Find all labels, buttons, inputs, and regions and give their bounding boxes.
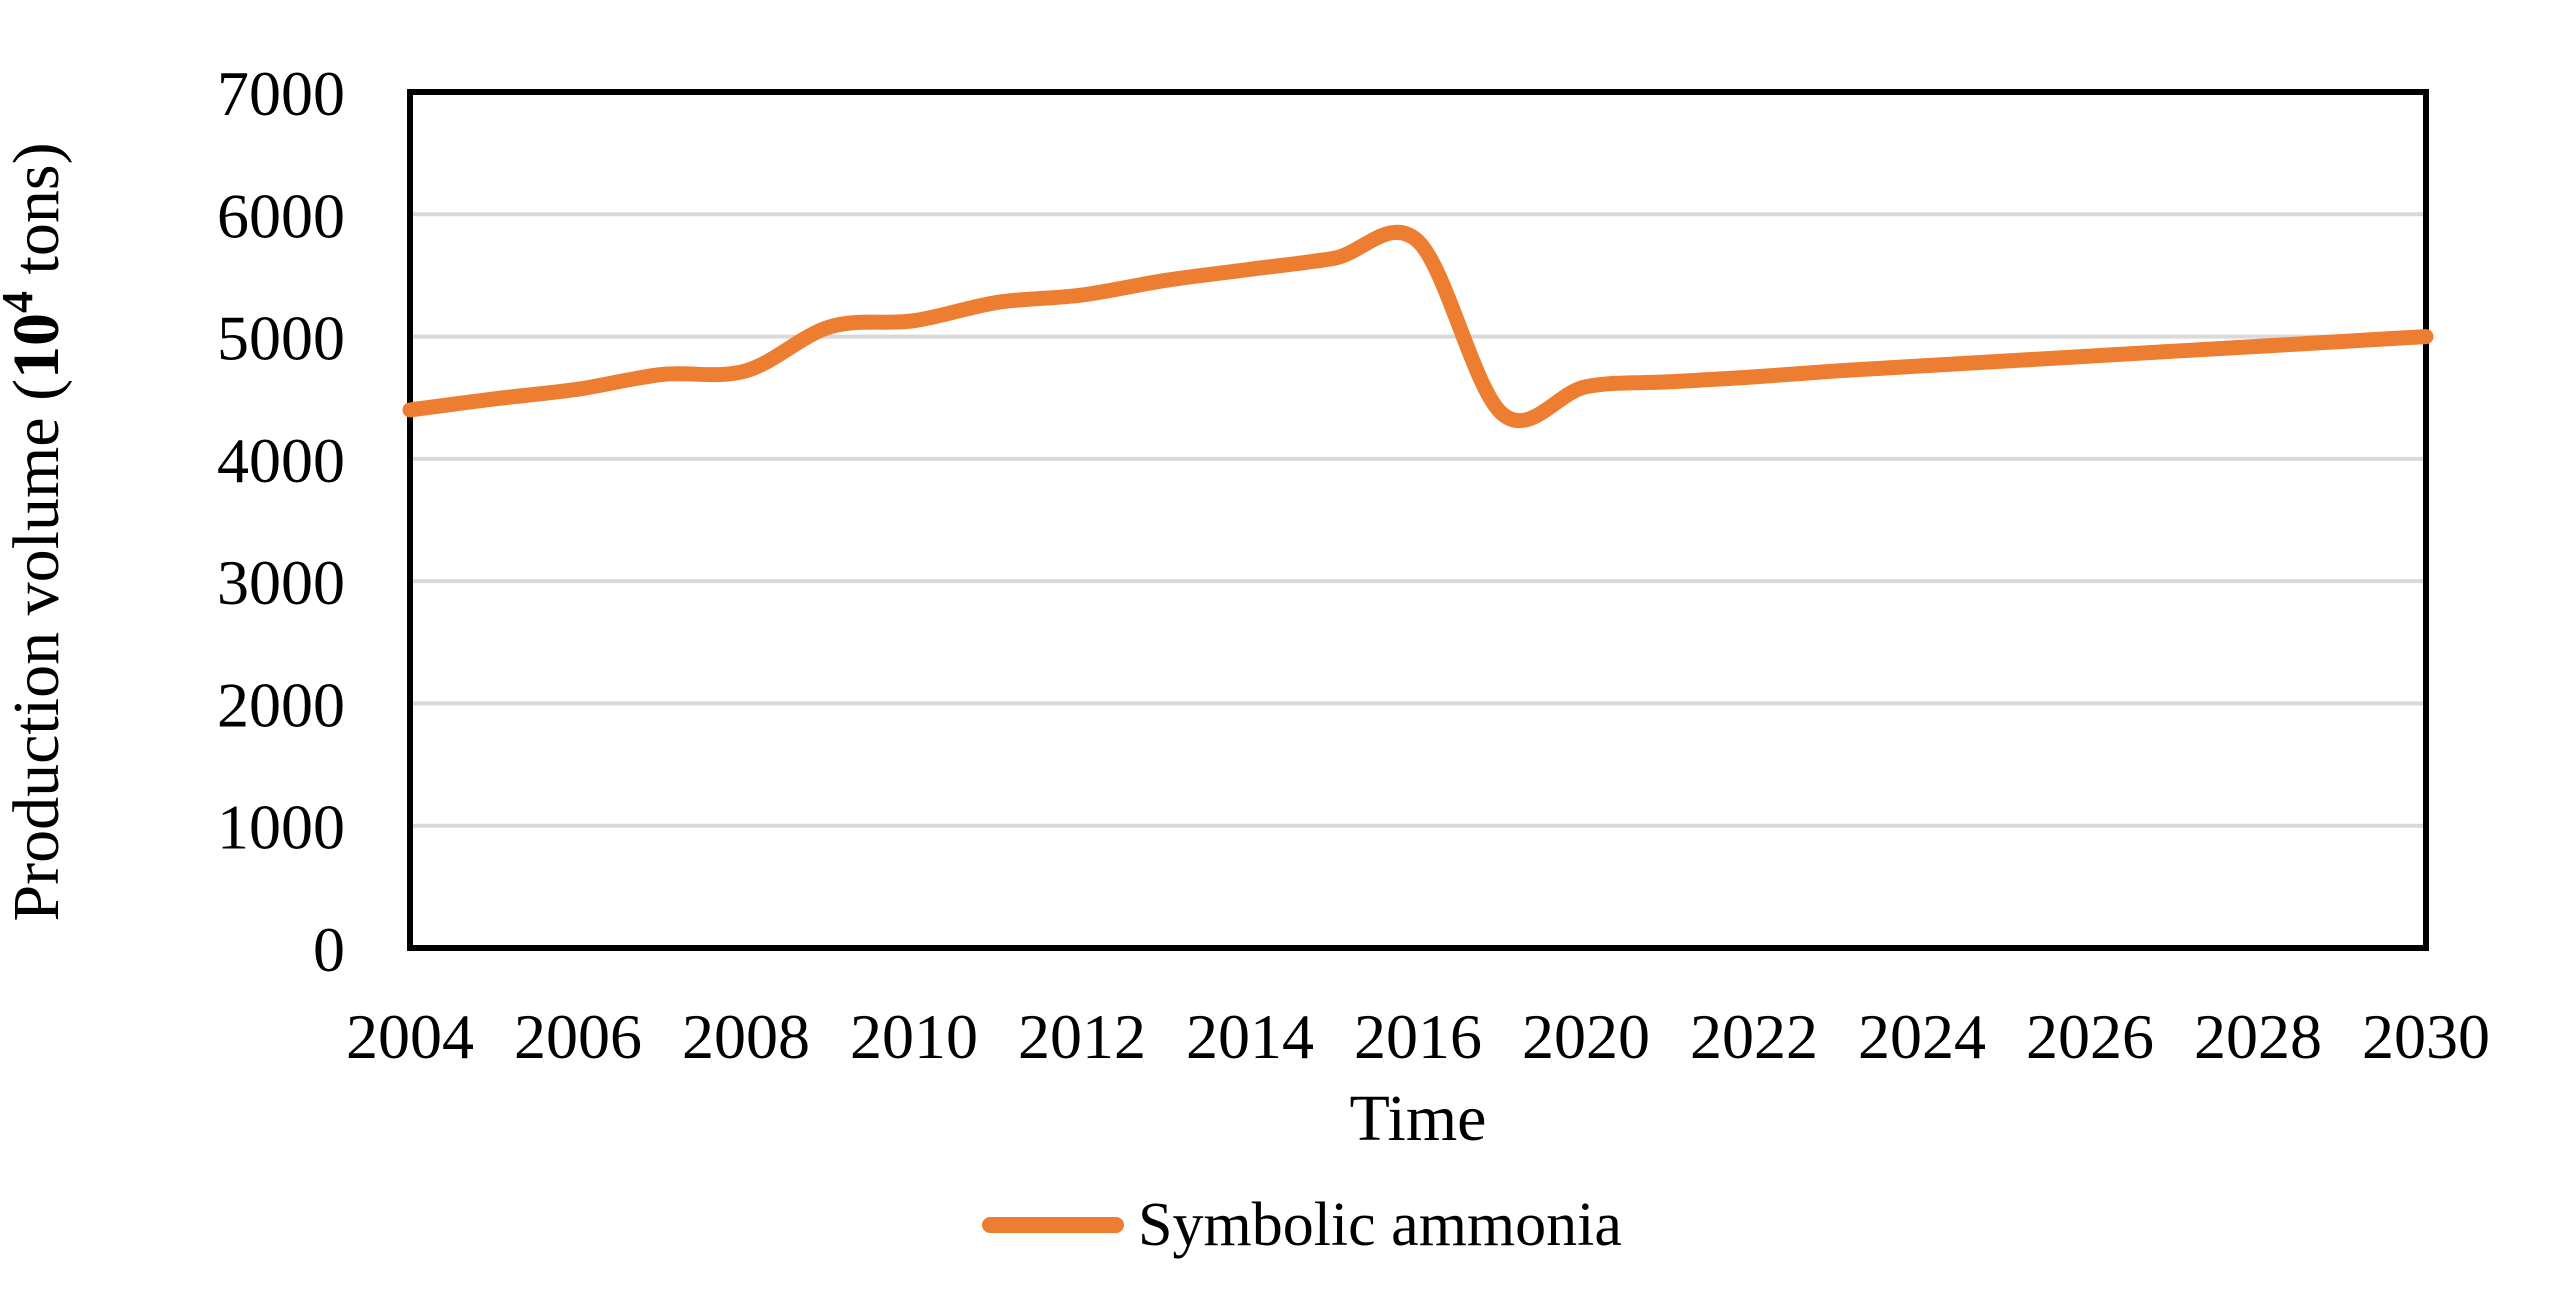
y-tick-label: 1000 xyxy=(217,792,345,863)
x-tick-label: 2024 xyxy=(1858,1001,1986,1072)
series-line-symbolic-ammonia xyxy=(402,224,2434,429)
x-tick-label: 2004 xyxy=(346,1001,474,1072)
y-axis-title: Production volume (104 tons) xyxy=(0,142,73,921)
y-tick-label: 5000 xyxy=(217,303,345,374)
y-tick-label: 2000 xyxy=(217,669,345,740)
y-tick-label: 4000 xyxy=(217,425,345,496)
x-tick-label: 2030 xyxy=(2362,1001,2490,1072)
legend-line-swatch xyxy=(982,1217,1124,1233)
y-tick-label: 6000 xyxy=(217,180,345,251)
legend: Symbolic ammonia xyxy=(982,1188,1622,1262)
x-tick-label: 2026 xyxy=(2026,1001,2154,1072)
x-tick-label: 2016 xyxy=(1354,1001,1482,1072)
x-tick-label: 2014 xyxy=(1186,1001,1314,1072)
x-tick-label: 2022 xyxy=(1690,1001,1818,1072)
x-tick-label: 2008 xyxy=(682,1001,810,1072)
x-axis-title: Time xyxy=(1350,1082,1487,1155)
x-tick-label: 2028 xyxy=(2194,1001,2322,1072)
y-tick-label: 0 xyxy=(313,914,345,985)
x-tick-label: 2010 xyxy=(850,1001,978,1072)
plot-border xyxy=(407,89,2429,951)
legend-label: Symbolic ammonia xyxy=(1138,1191,1622,1259)
x-tick-label: 2006 xyxy=(514,1001,642,1072)
x-tick-label: 2020 xyxy=(1522,1001,1650,1072)
y-tick-label: 7000 xyxy=(217,58,345,129)
x-tick-label: 2012 xyxy=(1018,1001,1146,1072)
y-tick-label: 3000 xyxy=(217,547,345,618)
